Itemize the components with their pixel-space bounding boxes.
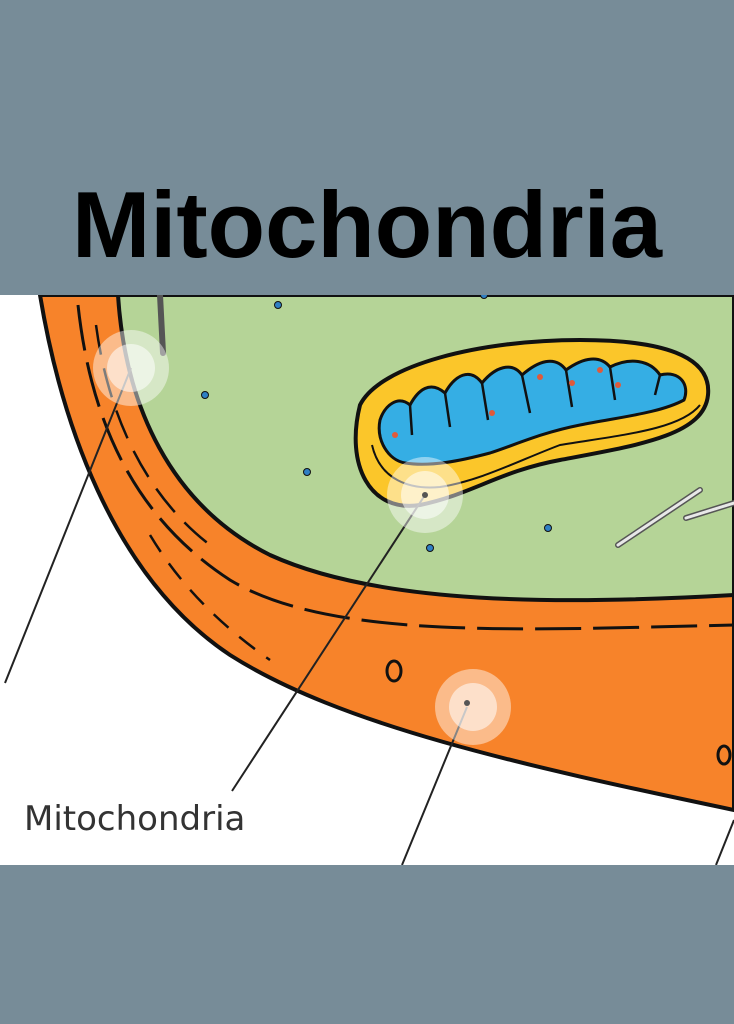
membrane-line-lower <box>148 534 271 662</box>
filament-highlights <box>616 488 734 547</box>
cristae-folds <box>408 366 662 436</box>
header-band: Mitochondria <box>0 0 734 295</box>
footer-band <box>0 865 734 1024</box>
vesicle <box>385 659 403 683</box>
pointer-lines <box>4 367 734 865</box>
matrix-granules <box>392 367 621 438</box>
intermembrane-line <box>371 404 701 489</box>
vesicle <box>716 744 732 766</box>
cell-diagram-svg <box>0 295 734 865</box>
cytoplasm-granules <box>201 295 552 552</box>
mitochondria-label: Mitochondria <box>24 799 246 839</box>
mitochondria-hotspot[interactable] <box>387 457 463 533</box>
mitochondrion-cristae <box>377 357 688 466</box>
membrane-line-inner <box>94 324 211 546</box>
cell-wall-hotspot[interactable] <box>435 669 511 745</box>
cell-membrane-hotspot[interactable] <box>93 330 169 406</box>
membrane-line <box>76 304 734 631</box>
cell-diagram: Mitochondria <box>0 295 734 865</box>
page-title: Mitochondria <box>71 172 663 277</box>
